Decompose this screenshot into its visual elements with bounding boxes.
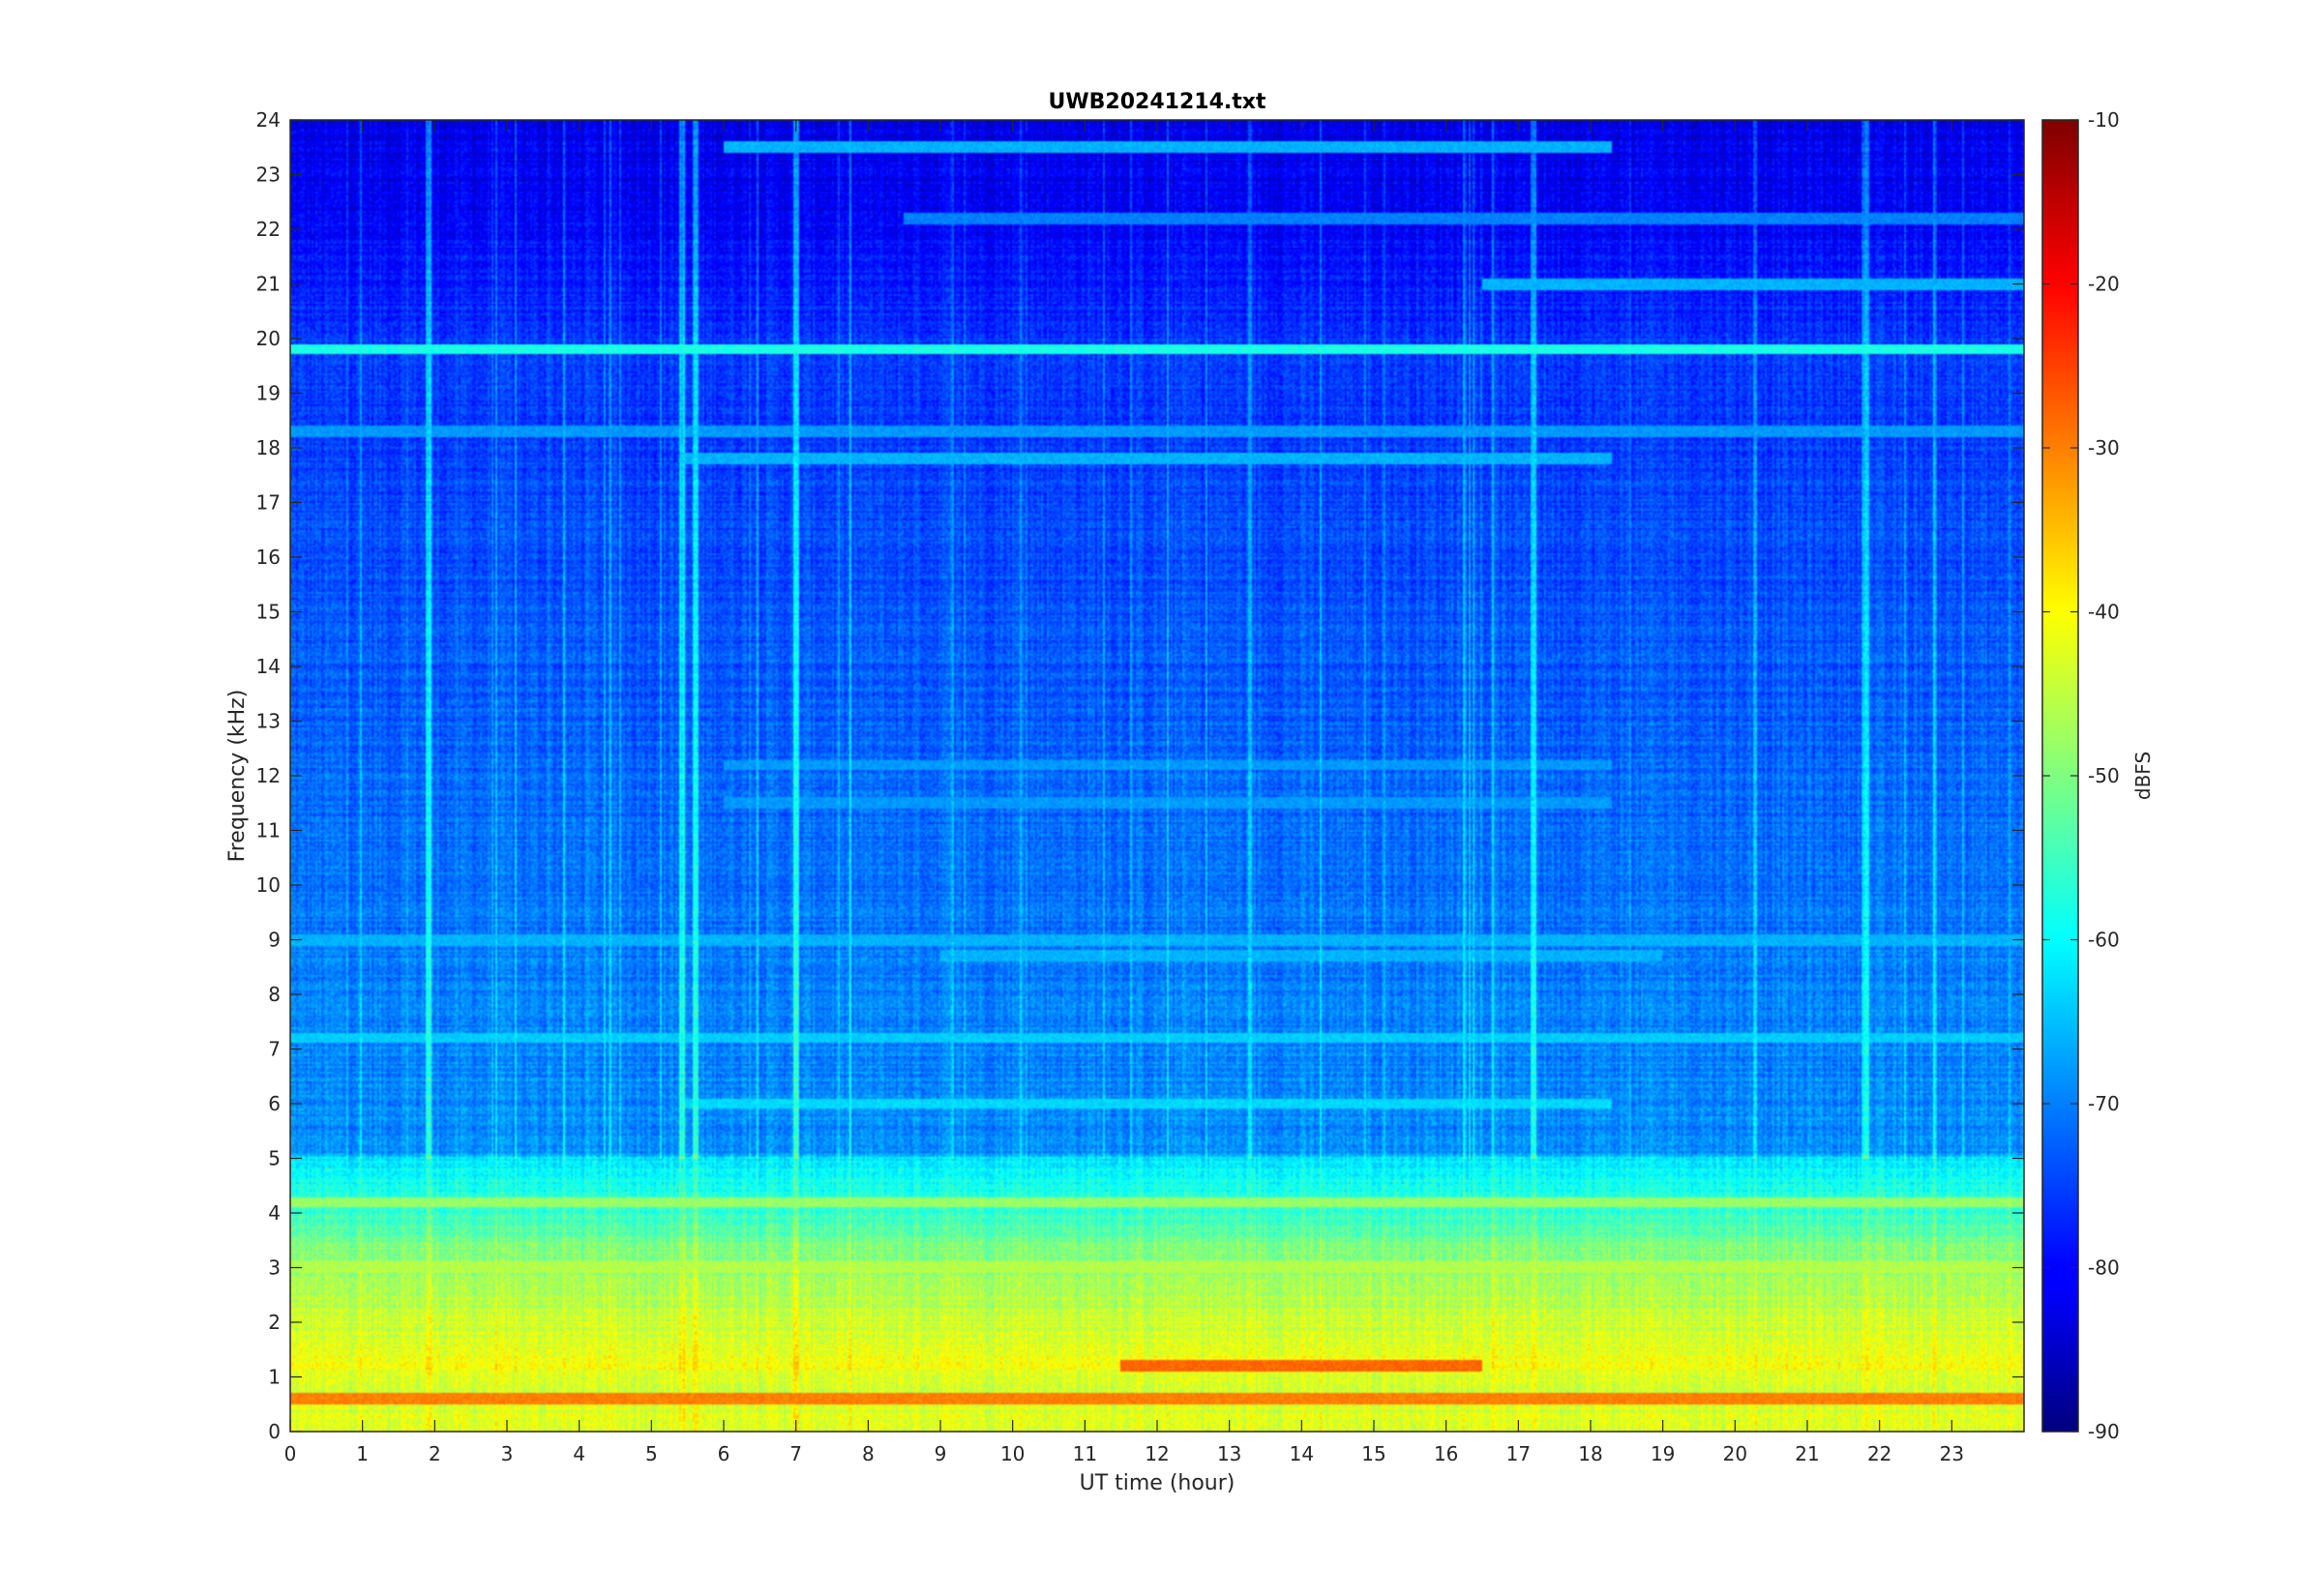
y-tick-label: 7 — [268, 1038, 281, 1061]
colorbar: -10 -20 -30 -40 -50 -60 -70 -80 -90 dBFS — [2041, 108, 2155, 1443]
y-tick-label: 1 — [268, 1366, 281, 1389]
y-tick-label: 5 — [268, 1147, 281, 1170]
x-tick-label: 17 — [1506, 1442, 1531, 1465]
y-tick-label: 15 — [256, 601, 281, 624]
colorbar-tick-label: -90 — [2088, 1420, 2120, 1443]
x-tick-label: 18 — [1578, 1442, 1602, 1465]
y-tick-label: 23 — [256, 163, 281, 187]
y-tick-label: 18 — [256, 436, 281, 459]
colorbar-tick-label: -10 — [2088, 108, 2120, 132]
colorbar-tick-label: -20 — [2088, 273, 2120, 296]
y-tick-label: 12 — [256, 764, 281, 787]
y-tick-label: 13 — [256, 710, 281, 733]
y-tick-label: 17 — [256, 491, 281, 515]
x-tick-label: 4 — [573, 1442, 585, 1465]
y-tick-label: 14 — [256, 655, 281, 678]
colorbar-label: dBFS — [2131, 752, 2155, 800]
heatmap-area — [290, 120, 2024, 1432]
x-tick-label: 14 — [1290, 1442, 1314, 1465]
y-tick-label: 10 — [256, 873, 281, 897]
x-tick-label: 6 — [718, 1442, 730, 1465]
x-tick-label: 22 — [1867, 1442, 1891, 1465]
y-tick-label: 19 — [256, 382, 281, 405]
colorbar-tick-label: -80 — [2088, 1256, 2120, 1280]
colorbar-tick-label: -60 — [2088, 929, 2120, 952]
y-tick-label: 20 — [256, 327, 281, 350]
x-tick-label: 5 — [645, 1442, 658, 1465]
x-tick-label: 1 — [356, 1442, 369, 1465]
x-tick-label: 0 — [284, 1442, 297, 1465]
y-tick-label: 8 — [268, 983, 281, 1006]
x-tick-label: 8 — [862, 1442, 875, 1465]
x-tick-label: 2 — [429, 1442, 441, 1465]
colorbar-ticks: -10 -20 -30 -40 -50 -60 -70 -80 -90 — [2042, 108, 2120, 1443]
x-tick-label: 10 — [1000, 1442, 1025, 1465]
x-tick-label: 21 — [1795, 1442, 1819, 1465]
colorbar-tick-label: -40 — [2088, 601, 2120, 624]
x-axis-label: UT time (hour) — [1080, 1471, 1235, 1495]
y-tick-label: 24 — [256, 108, 281, 132]
y-tick-label: 2 — [268, 1311, 281, 1334]
y-tick-label: 0 — [268, 1420, 281, 1443]
y-tick-label: 16 — [256, 546, 281, 569]
colorbar-tick-label: -50 — [2088, 764, 2120, 787]
y-tick-label: 21 — [256, 273, 281, 296]
chart-title: UWB20241214.txt — [1049, 90, 1266, 114]
x-tick-label: 16 — [1434, 1442, 1458, 1465]
x-tick-label: 3 — [501, 1442, 514, 1465]
x-tick-label: 13 — [1217, 1442, 1241, 1465]
x-tick-label: 23 — [1940, 1442, 1964, 1465]
colorbar-tick-label: -30 — [2088, 436, 2120, 459]
y-tick-label: 9 — [268, 929, 281, 952]
x-tick-label: 15 — [1361, 1442, 1385, 1465]
y-tick-label: 3 — [268, 1256, 281, 1280]
x-axis: 0 1 2 3 4 5 6 7 8 9 10 11 12 13 14 15 16 17 18 19 20 21 22 23 — [284, 120, 1964, 1465]
x-tick-label: 19 — [1651, 1442, 1675, 1465]
x-tick-label: 20 — [1723, 1442, 1747, 1465]
y-tick-label: 4 — [268, 1201, 281, 1225]
y-tick-label: 22 — [256, 218, 281, 241]
x-tick-label: 11 — [1073, 1442, 1097, 1465]
y-axis-label: Frequency (kHz) — [225, 690, 250, 863]
y-tick-label: 6 — [268, 1092, 281, 1115]
x-tick-label: 12 — [1145, 1442, 1169, 1465]
heatmap-image — [290, 120, 2024, 1432]
colorbar-tick-label: -70 — [2088, 1092, 2120, 1115]
x-tick-label: 7 — [789, 1442, 802, 1465]
x-tick-label: 9 — [935, 1442, 947, 1465]
y-tick-label: 11 — [256, 819, 281, 842]
